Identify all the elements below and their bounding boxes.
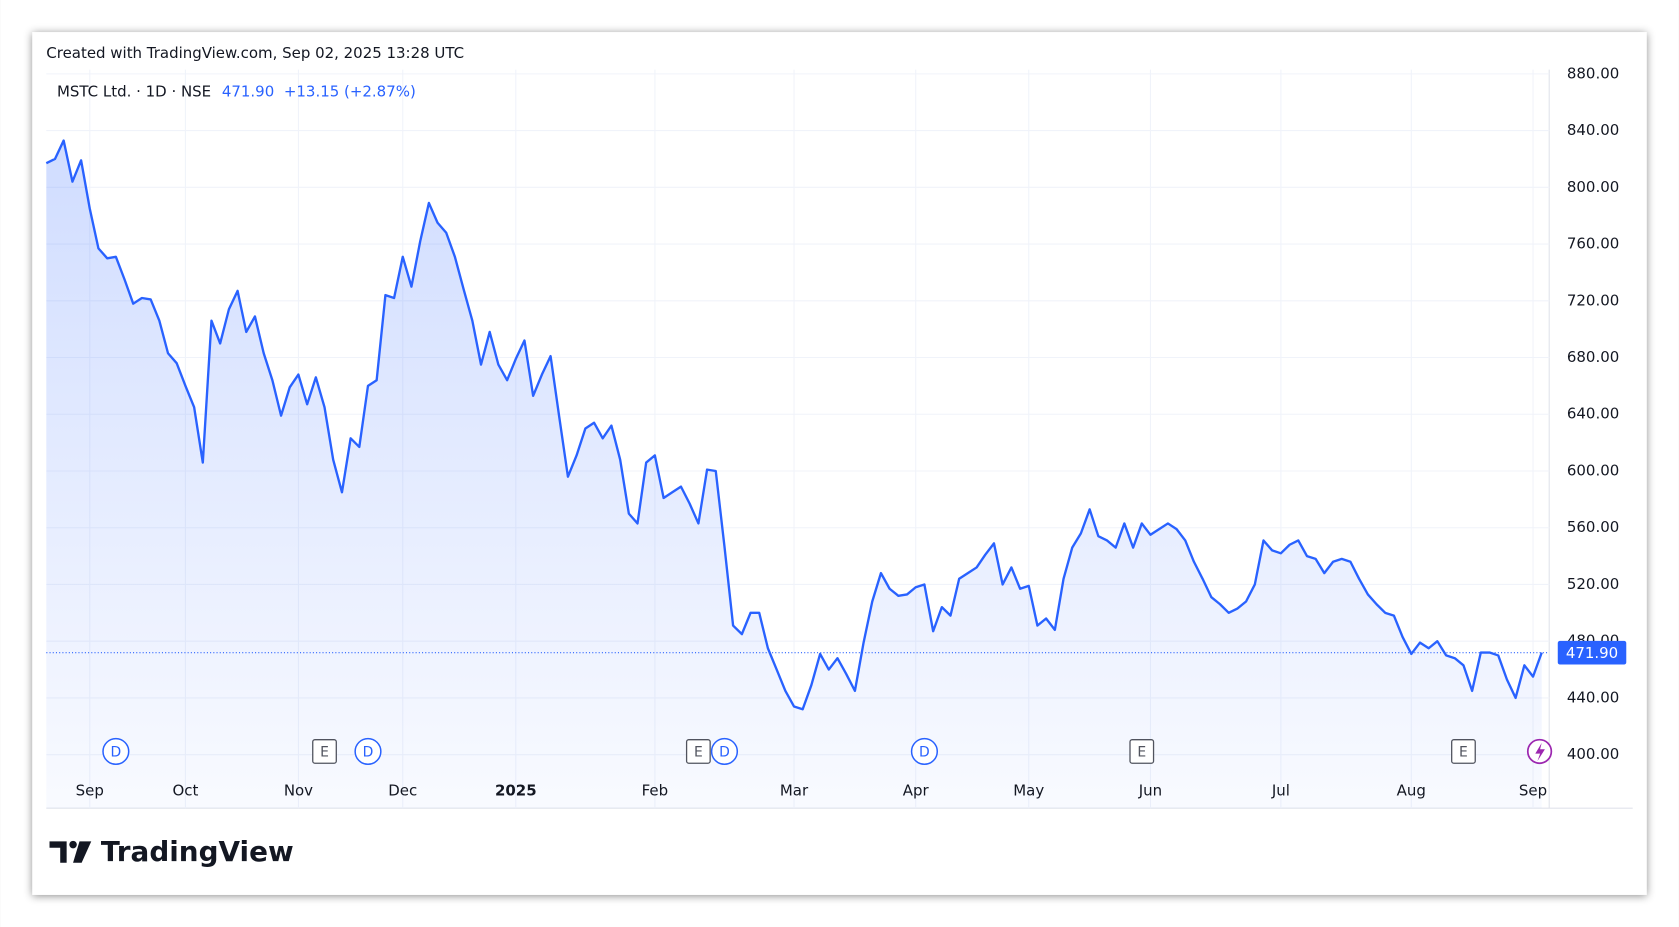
logo-v	[73, 841, 92, 863]
y-tick-label: 560.00	[1567, 518, 1619, 536]
x-tick-label: Jul	[1271, 782, 1290, 800]
x-tick-label: Apr	[903, 782, 930, 800]
event-shape	[354, 737, 382, 766]
event-shape	[102, 737, 130, 766]
y-tick-label: 400.00	[1567, 745, 1619, 763]
axes: 400.00440.00480.00520.00560.00600.00640.…	[76, 64, 1627, 800]
y-tick-label: 680.00	[1567, 348, 1619, 366]
x-tick-label: Oct	[172, 782, 198, 800]
y-tick-label: 520.00	[1567, 575, 1619, 593]
symbol-label: MSTC Ltd. · 1D · NSE	[57, 83, 211, 101]
alert-bolt	[1535, 742, 1545, 762]
y-tick-label: 440.00	[1567, 688, 1619, 706]
price-line	[45, 139, 1543, 711]
y-tick-label: 760.00	[1567, 235, 1619, 253]
event-marker[interactable]: E	[312, 739, 337, 764]
x-tick-label: 2025	[495, 782, 537, 800]
y-tick-label: 640.00	[1567, 405, 1619, 423]
event-shape	[1129, 739, 1155, 764]
y-tick-label: 720.00	[1567, 291, 1619, 309]
y-tick-label: 600.00	[1567, 461, 1619, 479]
event-shape	[710, 737, 739, 766]
y-tick-label: 880.00	[1567, 64, 1619, 82]
event-label: D	[719, 745, 730, 761]
last-price-badge	[1557, 640, 1627, 665]
last-price: 471.90	[222, 83, 274, 101]
x-tick-label: Nov	[284, 782, 313, 800]
legend: MSTC Ltd. · 1D · NSE 471.90 +13.15 (+2.8…	[57, 83, 416, 101]
event-label: D	[919, 745, 930, 761]
x-tick-label: Dec	[388, 782, 417, 800]
event-label: D	[110, 745, 121, 761]
x-tick-label: Jun	[1138, 782, 1162, 800]
x-tick-label: Sep	[76, 782, 104, 800]
x-tick-label: Aug	[1397, 782, 1426, 800]
event-label: E	[694, 745, 703, 761]
event-label: D	[363, 745, 374, 761]
logo-dot	[69, 840, 77, 849]
price-change: +13.15 (+2.87%)	[284, 83, 416, 101]
event-shape	[1451, 739, 1476, 764]
plot	[45, 139, 1550, 809]
event-marker[interactable]: D	[910, 737, 939, 766]
x-tick-label: Feb	[642, 782, 669, 800]
event-shape	[685, 739, 711, 764]
event-marker[interactable]: D	[354, 737, 382, 766]
y-tick-label: 840.00	[1567, 121, 1619, 139]
event-shape	[910, 737, 939, 766]
brand-logo: TradingView	[49, 835, 294, 868]
event-shape	[312, 739, 337, 764]
event-label: E	[320, 745, 329, 761]
event-marker[interactable]: D	[102, 737, 130, 766]
y-tick-label: 800.00	[1567, 178, 1619, 196]
area-fill	[46, 140, 1542, 809]
event-marker[interactable]: E	[1129, 739, 1155, 764]
event-label: E	[1137, 745, 1146, 761]
brand-name: TradingView	[101, 835, 294, 868]
event-marker[interactable]: E	[685, 739, 711, 764]
alert-icon[interactable]	[1526, 738, 1553, 765]
last-price-badge-text: 471.90	[1566, 644, 1618, 662]
event-label: E	[1459, 745, 1468, 761]
event-marker[interactable]: E	[1451, 739, 1476, 764]
x-tick-label: Sep	[1519, 782, 1547, 800]
event-marker[interactable]: D	[710, 737, 739, 766]
logo-t	[49, 841, 67, 863]
header-text: Created with TradingView.com, Sep 02, 20…	[46, 44, 464, 62]
x-tick-label: May	[1013, 782, 1044, 800]
x-tick-label: Mar	[780, 782, 809, 800]
